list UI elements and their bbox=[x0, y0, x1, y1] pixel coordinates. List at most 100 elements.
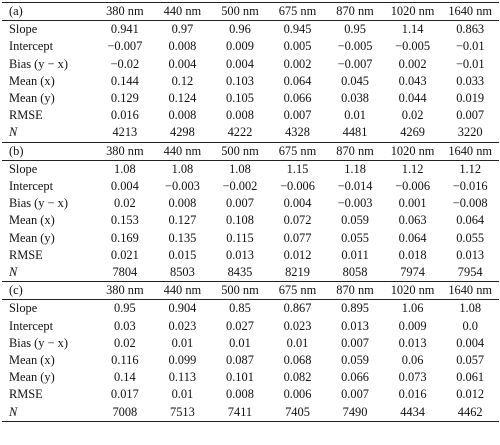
table-row: Mean (x) 0.144 0.12 0.103 0.064 0.045 0.043 0.0… bbox=[2, 73, 499, 90]
table-row: Mean (y) 0.169 0.135 0.115 0.077 0.055 0.064 0.… bbox=[2, 230, 499, 247]
table-cell: 0.867 bbox=[283, 301, 312, 316]
column-header-1640-nm: 1640 nm bbox=[441, 141, 499, 161]
row-label-rmse: RMSE bbox=[9, 247, 43, 262]
table-cell: 0.895 bbox=[341, 301, 369, 316]
table-cell: −0.007 bbox=[337, 56, 373, 71]
table-cell: 4462 bbox=[441, 403, 499, 422]
table-cell: 0.115 bbox=[226, 230, 254, 245]
table-row: Slope 0.95 0.904 0.85 0.867 0.895 1.06 1.08 bbox=[2, 300, 499, 318]
table-row: Slope 1.08 1.08 1.08 1.15 1.18 1.12 1.12 bbox=[2, 160, 499, 178]
column-header-675-nm: 675 nm bbox=[268, 1, 327, 22]
table-cell: 0.061 bbox=[456, 370, 485, 385]
panel-header-row: (a) 380 nm 440 nm 500 nm 675 nm 870 nm 1020 nm… bbox=[2, 1, 499, 22]
panel-header-row: (c) 380 nm 440 nm 500 nm 675 nm 870 nm 1020 nm… bbox=[2, 281, 499, 301]
table-cell: −0.005 bbox=[337, 39, 373, 54]
column-header-500-nm: 500 nm bbox=[211, 1, 269, 22]
row-label-mean-x: Mean (x) bbox=[9, 213, 55, 228]
table-cell: 0.033 bbox=[456, 73, 485, 88]
table-cell: −0.003 bbox=[164, 179, 200, 194]
table-cell: 0.127 bbox=[168, 213, 197, 228]
table-cell: 4269 bbox=[383, 124, 442, 143]
table-cell: −0.014 bbox=[337, 179, 373, 194]
row-label-n-count: N bbox=[2, 124, 97, 143]
table-cell: 0.129 bbox=[110, 91, 139, 106]
table-cell: 0.012 bbox=[283, 247, 312, 262]
table-cell: 7804 bbox=[96, 264, 154, 283]
table-cell: −0.01 bbox=[455, 56, 485, 71]
table-cell: 0.011 bbox=[341, 247, 369, 262]
table-row: Mean (x) 0.153 0.127 0.108 0.072 0.059 0.063 0.… bbox=[2, 212, 499, 229]
row-label-mean-x: Mean (x) bbox=[9, 353, 55, 368]
table-cell: 0.004 bbox=[168, 56, 197, 71]
table-cell: 7008 bbox=[96, 403, 154, 422]
table-cell: 0.082 bbox=[283, 370, 312, 385]
table-cell: 0.008 bbox=[226, 108, 254, 123]
table-cell: 0.018 bbox=[398, 247, 427, 262]
table-cell: 0.02 bbox=[401, 108, 424, 123]
table-cell: 0.064 bbox=[456, 213, 485, 228]
table-cell: 0.103 bbox=[226, 73, 254, 88]
column-header-440-nm: 440 nm bbox=[153, 1, 212, 22]
table-cell: −0.003 bbox=[337, 196, 373, 211]
table-cell: 0.016 bbox=[110, 108, 139, 123]
table-cell: 0.013 bbox=[341, 318, 369, 333]
table-cell: 0.001 bbox=[398, 196, 427, 211]
table-cell: 0.013 bbox=[226, 247, 254, 262]
table-cell: 0.06 bbox=[401, 353, 424, 368]
table-row: RMSE 0.016 0.008 0.008 0.007 0.01 0.02 0.007 bbox=[2, 107, 499, 124]
table-cell: 4298 bbox=[153, 124, 212, 143]
table-cell: −0.01 bbox=[455, 39, 485, 54]
column-header-1020-nm: 1020 nm bbox=[383, 281, 442, 301]
table-cell: 0.14 bbox=[114, 370, 136, 385]
row-label-intercept: Intercept bbox=[9, 39, 54, 54]
column-header-675-nm: 675 nm bbox=[268, 281, 327, 301]
table-cell: 7974 bbox=[383, 264, 442, 283]
table-cell: 0.124 bbox=[168, 91, 197, 106]
table-cell: 0.005 bbox=[283, 39, 312, 54]
table-cell: 0.068 bbox=[283, 353, 312, 368]
row-label-slope: Slope bbox=[9, 22, 38, 37]
table-cell: 0.01 bbox=[171, 387, 194, 402]
table-cell: 0.96 bbox=[229, 22, 251, 37]
table-cell: 0.015 bbox=[168, 247, 197, 262]
table-row: Intercept 0.03 0.023 0.027 0.023 0.013 0.009 0.… bbox=[2, 318, 499, 335]
table-cell: 0.012 bbox=[456, 387, 485, 402]
table-cell: 0.008 bbox=[168, 196, 197, 211]
row-label-bias: Bias (y − x) bbox=[9, 335, 68, 350]
table-cell: 0.01 bbox=[171, 335, 194, 350]
table-cell: 0.013 bbox=[456, 247, 485, 262]
table-cell: −0.008 bbox=[452, 196, 488, 211]
table-row: Bias (y − x) −0.02 0.004 0.004 0.002 −0.007 0.… bbox=[2, 56, 499, 73]
column-header-1640-nm: 1640 nm bbox=[441, 281, 499, 301]
panel-tag: (a) bbox=[2, 1, 97, 22]
table-cell: −0.02 bbox=[110, 56, 140, 71]
table-cell: 0.01 bbox=[286, 335, 309, 350]
row-label-bias: Bias (y − x) bbox=[9, 196, 68, 211]
row-label-intercept: Intercept bbox=[9, 179, 54, 194]
table-cell: 0.135 bbox=[168, 230, 197, 245]
table-cell: 0.008 bbox=[168, 108, 197, 123]
panel-header-row: (b) 380 nm 440 nm 500 nm 675 nm 870 nm 1020 nm… bbox=[2, 141, 499, 161]
table-row: RMSE 0.021 0.015 0.013 0.012 0.011 0.018 0.013 bbox=[2, 247, 499, 264]
table-cell: 0.113 bbox=[168, 370, 197, 385]
table-cell: 0.013 bbox=[398, 335, 427, 350]
table-cell: −0.006 bbox=[280, 179, 315, 194]
table-cell: 0.023 bbox=[283, 318, 312, 333]
column-header-1020-nm: 1020 nm bbox=[383, 141, 442, 161]
row-label-mean-x: Mean (x) bbox=[9, 73, 55, 88]
table-row: Intercept 0.004 −0.003 −0.002 −0.006 −0.014 −0… bbox=[2, 178, 499, 195]
column-header-380-nm: 380 nm bbox=[96, 281, 154, 301]
table-cell: 0.008 bbox=[168, 39, 197, 54]
table-row: Intercept −0.007 0.008 0.009 0.005 −0.005 −0.0… bbox=[2, 38, 499, 55]
table-cell: 0.863 bbox=[456, 22, 485, 37]
table-cell: 0.95 bbox=[114, 301, 136, 316]
table-row: N 7008 7513 7411 7405 7490 4434 4462 bbox=[2, 403, 499, 422]
table-cell: −0.016 bbox=[452, 179, 488, 194]
table-cell: 8435 bbox=[211, 264, 269, 283]
table-cell: 7954 bbox=[441, 264, 499, 283]
table-cell: 0.008 bbox=[226, 387, 254, 402]
table-row: Bias (y − x) 0.02 0.01 0.01 0.01 0.007 0.013 0.… bbox=[2, 335, 499, 352]
column-header-1640-nm: 1640 nm bbox=[441, 1, 499, 22]
table-cell: 1.12 bbox=[401, 161, 424, 176]
